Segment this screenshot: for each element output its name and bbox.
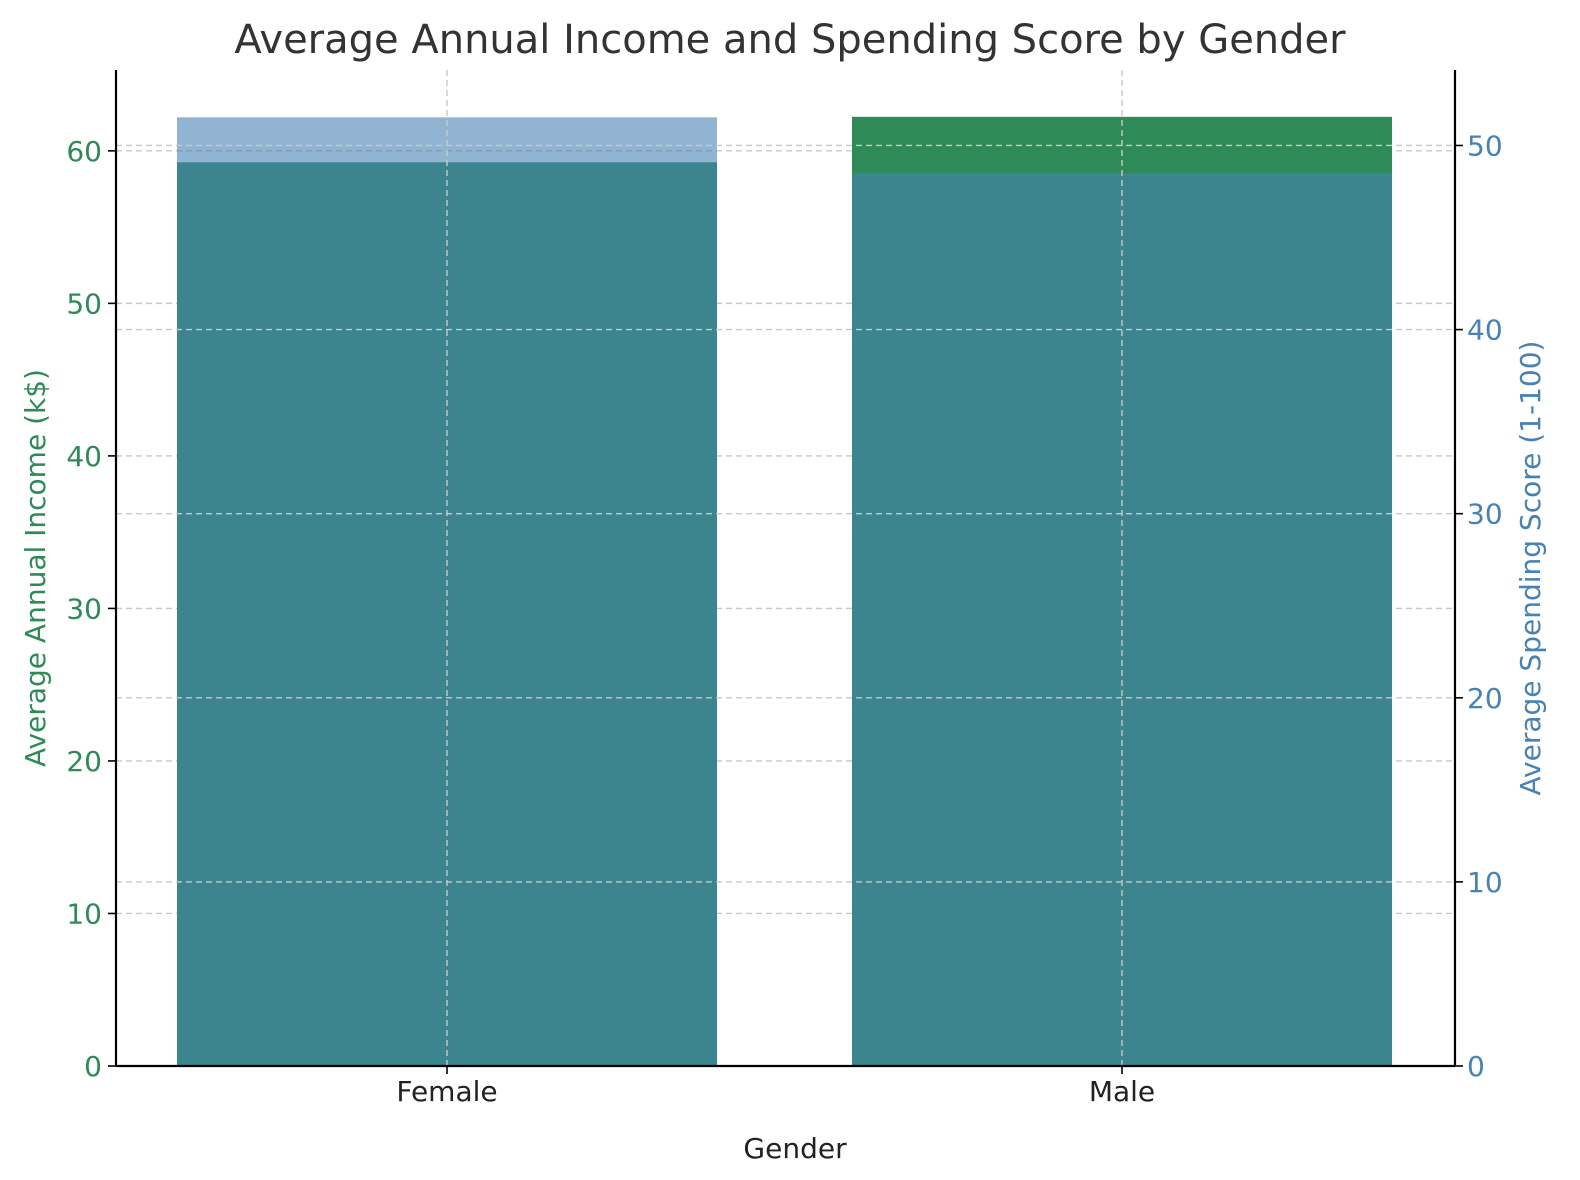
y-tick-label-left-0: 0 [84,1050,102,1083]
y-tick-label-left-50: 50 [66,287,102,320]
y-tick-label-left-10: 10 [66,897,102,930]
y-tick-label-left-60: 60 [66,135,102,168]
chart-title: Average Annual Income and Spending Score… [234,17,1346,63]
y-tick-label-right-40: 40 [1467,314,1503,347]
axes [108,70,1463,1074]
y-tick-label-left-40: 40 [66,440,102,473]
x-tick-label-male: Male [1089,1075,1155,1108]
vertical-grid [116,70,1455,1066]
y-tick-label-right-50: 50 [1467,129,1503,162]
x-axis-label: Gender [743,1132,847,1165]
y-axis-left-label: Average Annual Income (k$) [19,369,52,767]
y-tick-label-right-0: 0 [1467,1050,1485,1083]
y-tick-label-left-20: 20 [66,745,102,778]
y-tick-label-right-20: 20 [1467,682,1503,715]
tick-labels: 0 10 20 30 40 50 60 0 10 20 30 40 50 Female Male [66,129,1502,1108]
y-tick-label-right-10: 10 [1467,866,1503,899]
bars [177,116,1392,1067]
y-axis-right-label: Average Spending Score (1-100) [1514,341,1547,796]
x-tick-label-female: Female [396,1075,497,1108]
y-tick-label-left-30: 30 [66,592,102,625]
y-tick-label-right-30: 30 [1467,498,1503,531]
